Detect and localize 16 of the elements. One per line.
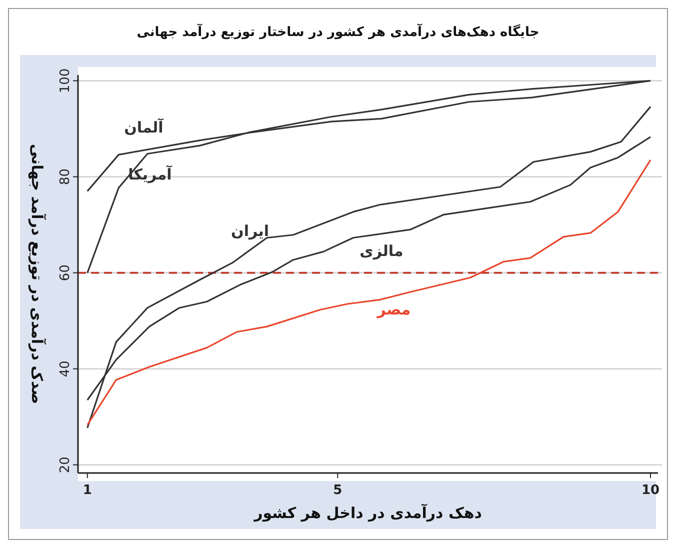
x-tick-label: 5 <box>333 483 342 498</box>
y-axis-title: صدک درآمدی در توزیع درآمد جهانی <box>28 144 47 404</box>
y-tick-label: 60 <box>58 264 73 282</box>
series-label: مالزی <box>360 242 404 260</box>
series-label: ایران <box>231 222 270 240</box>
y-tick-label: 100 <box>58 68 73 94</box>
series-label: آمریکا <box>128 164 173 184</box>
y-tick-label: 80 <box>58 168 73 186</box>
chart-title: جایگاه دهک‌های درآمدی هر کشور در ساختار توزیع درآمد جهانی <box>136 23 540 40</box>
series-label: آلمان <box>124 117 164 136</box>
series-label: مصر <box>376 300 411 318</box>
y-tick-label: 40 <box>58 360 73 378</box>
x-tick-label: 10 <box>641 483 660 498</box>
x-tick-label: 1 <box>82 483 92 498</box>
y-tick-label: 20 <box>58 456 73 474</box>
x-axis-title: دهک درآمدی در داخل هر کشور <box>253 503 482 522</box>
